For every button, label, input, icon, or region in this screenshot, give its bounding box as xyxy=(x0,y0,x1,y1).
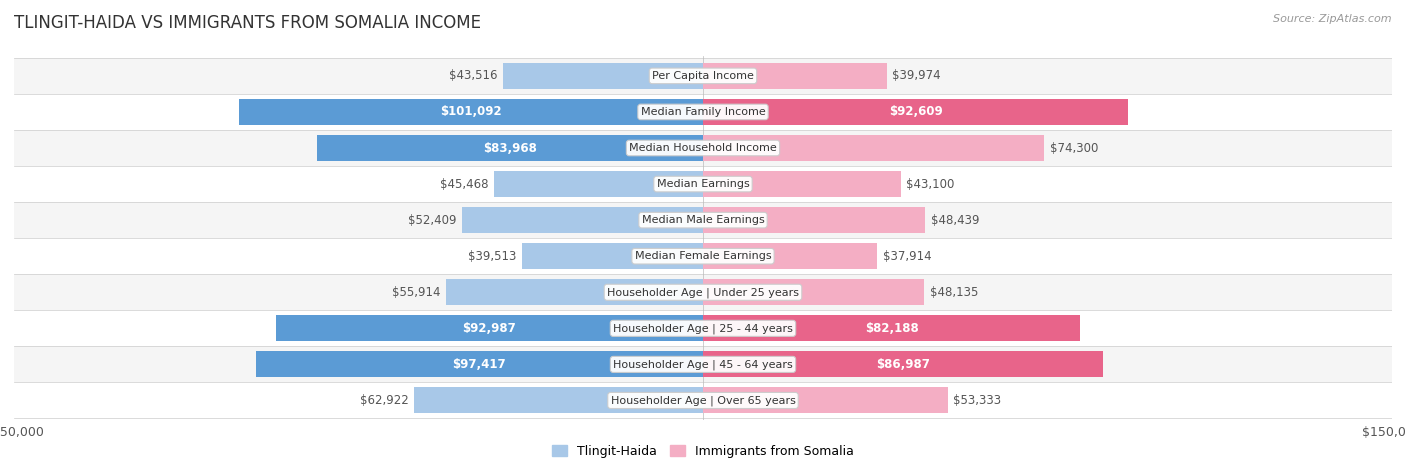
Text: Householder Age | 25 - 44 years: Householder Age | 25 - 44 years xyxy=(613,323,793,333)
Bar xyxy=(522,243,703,269)
Bar xyxy=(14,274,1392,310)
Bar xyxy=(413,388,703,413)
Bar xyxy=(703,207,925,233)
Text: Median Male Earnings: Median Male Earnings xyxy=(641,215,765,225)
Bar xyxy=(14,310,1392,347)
Bar xyxy=(14,166,1392,202)
Bar xyxy=(239,99,703,125)
Text: $39,974: $39,974 xyxy=(893,70,941,82)
Bar xyxy=(703,279,924,305)
Bar xyxy=(703,243,877,269)
Text: $92,987: $92,987 xyxy=(463,322,516,335)
Bar xyxy=(14,347,1392,382)
Text: Per Capita Income: Per Capita Income xyxy=(652,71,754,81)
Bar xyxy=(446,279,703,305)
Text: Median Household Income: Median Household Income xyxy=(628,143,778,153)
Text: $83,968: $83,968 xyxy=(484,142,537,155)
Text: $53,333: $53,333 xyxy=(953,394,1001,407)
Text: $92,609: $92,609 xyxy=(889,106,942,119)
Text: Median Female Earnings: Median Female Earnings xyxy=(634,251,772,261)
Text: $55,914: $55,914 xyxy=(392,286,440,299)
Text: $43,516: $43,516 xyxy=(449,70,498,82)
Text: Householder Age | 45 - 64 years: Householder Age | 45 - 64 years xyxy=(613,359,793,370)
Bar xyxy=(318,135,703,161)
Text: Source: ZipAtlas.com: Source: ZipAtlas.com xyxy=(1274,14,1392,24)
Bar xyxy=(14,94,1392,130)
Text: $74,300: $74,300 xyxy=(1050,142,1098,155)
Text: $86,987: $86,987 xyxy=(876,358,929,371)
Bar xyxy=(703,171,901,197)
Text: $97,417: $97,417 xyxy=(453,358,506,371)
Text: $39,513: $39,513 xyxy=(468,250,516,263)
Text: $43,100: $43,100 xyxy=(907,177,955,191)
Bar xyxy=(703,315,1080,341)
Text: TLINGIT-HAIDA VS IMMIGRANTS FROM SOMALIA INCOME: TLINGIT-HAIDA VS IMMIGRANTS FROM SOMALIA… xyxy=(14,14,481,32)
Bar xyxy=(14,202,1392,238)
Bar xyxy=(494,171,703,197)
Text: Median Earnings: Median Earnings xyxy=(657,179,749,189)
Bar xyxy=(703,63,887,89)
Text: $52,409: $52,409 xyxy=(408,213,457,226)
Bar xyxy=(14,382,1392,418)
Bar xyxy=(463,207,703,233)
Bar xyxy=(276,315,703,341)
Bar xyxy=(703,99,1129,125)
Text: $101,092: $101,092 xyxy=(440,106,502,119)
Text: $37,914: $37,914 xyxy=(883,250,931,263)
Text: $48,135: $48,135 xyxy=(929,286,979,299)
Bar xyxy=(14,58,1392,94)
Legend: Tlingit-Haida, Immigrants from Somalia: Tlingit-Haida, Immigrants from Somalia xyxy=(553,445,853,458)
Bar xyxy=(503,63,703,89)
Bar xyxy=(703,351,1102,377)
Bar xyxy=(256,351,703,377)
Text: $82,188: $82,188 xyxy=(865,322,918,335)
Text: $48,439: $48,439 xyxy=(931,213,980,226)
Bar xyxy=(14,130,1392,166)
Text: Householder Age | Under 25 years: Householder Age | Under 25 years xyxy=(607,287,799,297)
Text: Median Family Income: Median Family Income xyxy=(641,107,765,117)
Bar xyxy=(703,388,948,413)
Text: Householder Age | Over 65 years: Householder Age | Over 65 years xyxy=(610,395,796,406)
Bar xyxy=(14,238,1392,274)
Bar xyxy=(703,135,1045,161)
Text: $62,922: $62,922 xyxy=(360,394,409,407)
Text: $45,468: $45,468 xyxy=(440,177,489,191)
